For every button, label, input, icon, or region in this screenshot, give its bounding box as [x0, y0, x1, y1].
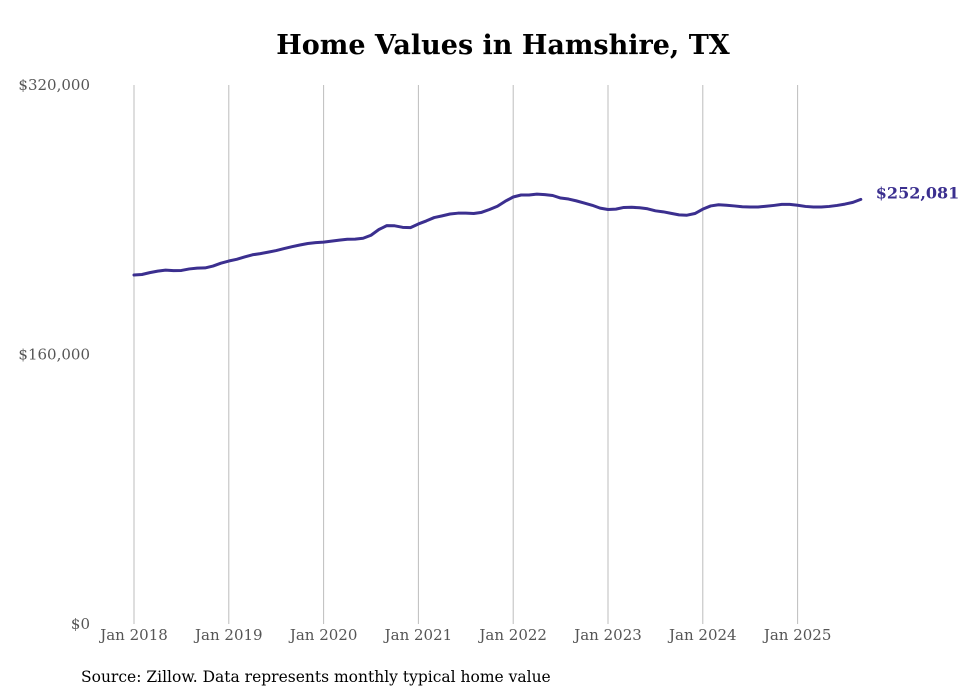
- series-line: [132, 192, 863, 277]
- x-tick-label: Jan 2025: [762, 626, 832, 644]
- x-tick-label: Jan 2022: [477, 626, 547, 644]
- y-tick-label: $320,000: [18, 76, 90, 94]
- source-note: Source: Zillow. Data represents monthly …: [81, 668, 551, 686]
- x-tick-label: Jan 2020: [288, 626, 358, 644]
- x-tick-label: Jan 2019: [193, 626, 263, 644]
- x-tick-label: Jan 2021: [383, 626, 453, 644]
- chart-title: Home Values in Hamshire, TX: [276, 30, 730, 61]
- end-value-label: $252,081: [876, 183, 960, 202]
- x-tick-label: Jan 2018: [98, 626, 168, 644]
- x-tick-label: Jan 2024: [667, 626, 737, 644]
- y-tick-label: $160,000: [18, 346, 90, 364]
- y-tick-label: $0: [71, 615, 90, 633]
- x-tick-label: Jan 2023: [572, 626, 642, 644]
